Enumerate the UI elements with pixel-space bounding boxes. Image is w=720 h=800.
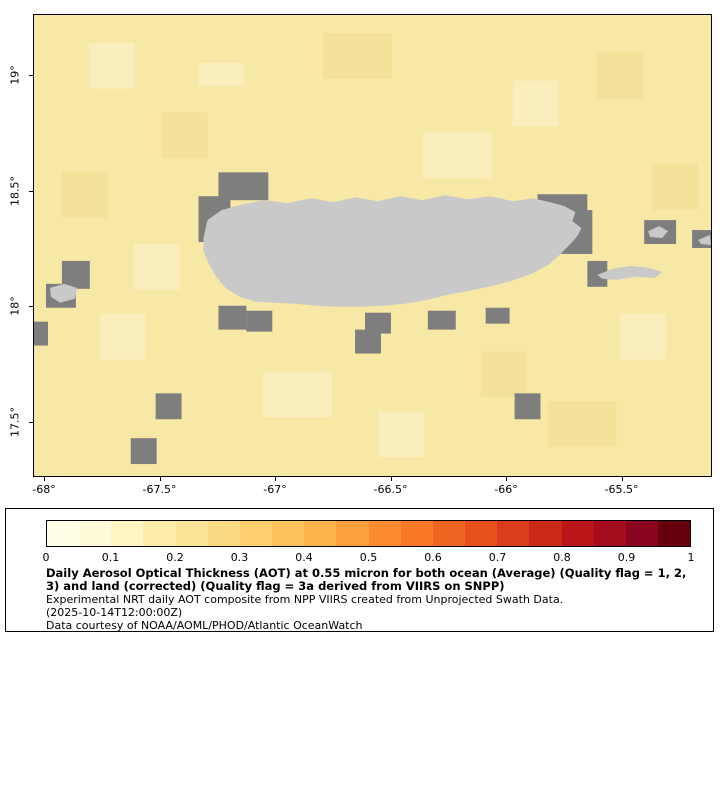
colorbar-segment <box>272 521 305 546</box>
legend-title: Daily Aerosol Optical Thickness (AOT) at… <box>46 566 687 594</box>
colorbar-tick-labels: 0 0.1 0.2 0.3 0.4 0.5 0.6 0.7 0.8 0.9 1 <box>42 551 695 565</box>
nodata-cell <box>155 393 182 420</box>
ocean-aot-patch <box>61 172 108 219</box>
nodata-cell <box>246 310 273 332</box>
colorbar-segment <box>529 521 562 546</box>
colorbar-segment <box>432 521 466 546</box>
colorbar-tick-label: 0.7 <box>488 551 507 564</box>
colorbar-tick-label: 0.9 <box>617 551 636 564</box>
ocean-aot-patch <box>377 411 424 458</box>
x-tickmark <box>275 477 276 481</box>
nodata-cell <box>427 310 456 330</box>
ocean-aot-patch <box>547 401 617 448</box>
x-tickmark <box>506 477 507 481</box>
colorbar-tick-label: 0.1 <box>101 551 120 564</box>
longitude-axis: -68° -67.5° -67° -66.5° -66° -65.5° <box>32 477 712 499</box>
colorbar-tick-label: 0.8 <box>553 551 571 564</box>
latitude-axis: 19° 18.5° 18° 17.5° <box>0 14 33 477</box>
x-tickmark <box>44 477 45 481</box>
x-tickmark <box>159 477 161 481</box>
colorbar-tick-label: 0.4 <box>295 551 313 564</box>
island-mona <box>49 283 77 303</box>
legend-panel: 0 0.1 0.2 0.3 0.4 0.5 0.6 0.7 0.8 0.9 1 Daily Aero… <box>5 508 714 632</box>
colorbar-tick-label: 0.6 <box>424 551 442 564</box>
y-tickmark <box>29 306 33 307</box>
ocean-aot-patch <box>263 371 333 418</box>
island-vieques <box>597 265 663 280</box>
ocean-aot-patch <box>480 351 527 398</box>
y-tickmark <box>29 421 33 423</box>
legend-text: Daily Aerosol Optical Thickness (AOT) at… <box>46 566 696 633</box>
ocean-aot-patch <box>161 112 208 159</box>
nodata-cell <box>218 305 247 330</box>
ocean-aot-patch <box>620 313 667 360</box>
nodata-cell <box>34 321 48 346</box>
colorbar-segment <box>304 521 337 546</box>
colorbar-segment <box>175 521 208 546</box>
x-tickmark <box>621 477 623 481</box>
x-tick-label: -67.5° <box>142 483 177 496</box>
colorbar-segment <box>47 521 80 546</box>
island-puerto-rico <box>203 195 582 307</box>
nodata-cell <box>485 307 510 324</box>
colorbar-segment <box>368 521 401 546</box>
island-east-islet <box>698 235 711 246</box>
y-tick-label: 19° <box>8 65 22 85</box>
ocean-aot-patch <box>133 244 180 290</box>
colorbar-segment <box>657 521 691 546</box>
ocean-aot-patch <box>99 313 146 360</box>
ocean-aot-patch <box>652 164 699 211</box>
x-tick-label: -68° <box>32 483 56 496</box>
legend-subtitle: Experimental NRT daily AOT composite fro… <box>46 593 564 607</box>
colorbar-tick-label: 0.3 <box>230 551 249 564</box>
y-tick-label: 18° <box>8 296 22 316</box>
nodata-cell <box>130 438 157 465</box>
colorbar-segment <box>465 521 498 546</box>
colorbar-tick-label: 1 <box>687 551 695 564</box>
ocean-aot-patch <box>88 42 135 89</box>
colorbar-tick-label: 0.2 <box>166 551 184 564</box>
ocean-aot-patch <box>422 132 492 179</box>
ocean-aot-patch <box>597 52 644 99</box>
y-tick-label: 17.5° <box>8 406 22 437</box>
y-tick-label: 18.5° <box>8 175 22 206</box>
island-culebra <box>648 226 669 239</box>
colorbar-tick-label: 0 <box>42 551 50 564</box>
ocean-aot-patch <box>323 32 392 79</box>
x-tick-label: -66.5° <box>373 483 408 496</box>
y-tickmark <box>29 75 33 76</box>
x-tick-label: -65.5° <box>604 483 639 496</box>
colorbar <box>46 520 691 547</box>
nodata-cell <box>218 172 269 201</box>
y-tickmark <box>29 190 33 192</box>
aot-map-canvas <box>34 15 711 476</box>
colorbar-segment <box>239 521 273 546</box>
x-tickmark <box>390 477 392 481</box>
ocean-aot-patch <box>512 80 559 127</box>
colorbar-segment <box>207 521 240 546</box>
colorbar-segment <box>561 521 594 546</box>
colorbar-tick-label: 0.5 <box>359 551 378 564</box>
colorbar-segment <box>336 521 369 546</box>
colorbar-segment <box>143 521 176 546</box>
legend-courtesy: Data courtesy of NOAA/AOML/PHOD/Atlantic… <box>46 619 363 633</box>
colorbar-segment <box>400 521 433 546</box>
legend-timestamp: (2025-10-14T12:00:00Z) <box>46 606 183 620</box>
colorbar-segment <box>79 521 112 546</box>
colorbar-segment <box>625 521 658 546</box>
nodata-cell <box>365 312 391 334</box>
colorbar-segment <box>593 521 626 546</box>
colorbar-segment <box>111 521 144 546</box>
colorbar-segment <box>497 521 530 546</box>
ocean-aot-patch <box>198 62 245 86</box>
x-tick-label: -66° <box>494 483 518 496</box>
x-tick-label: -67° <box>263 483 287 496</box>
nodata-cell <box>587 260 608 287</box>
nodata-cell <box>355 329 381 354</box>
aot-map <box>33 14 712 477</box>
nodata-cell <box>514 393 541 420</box>
